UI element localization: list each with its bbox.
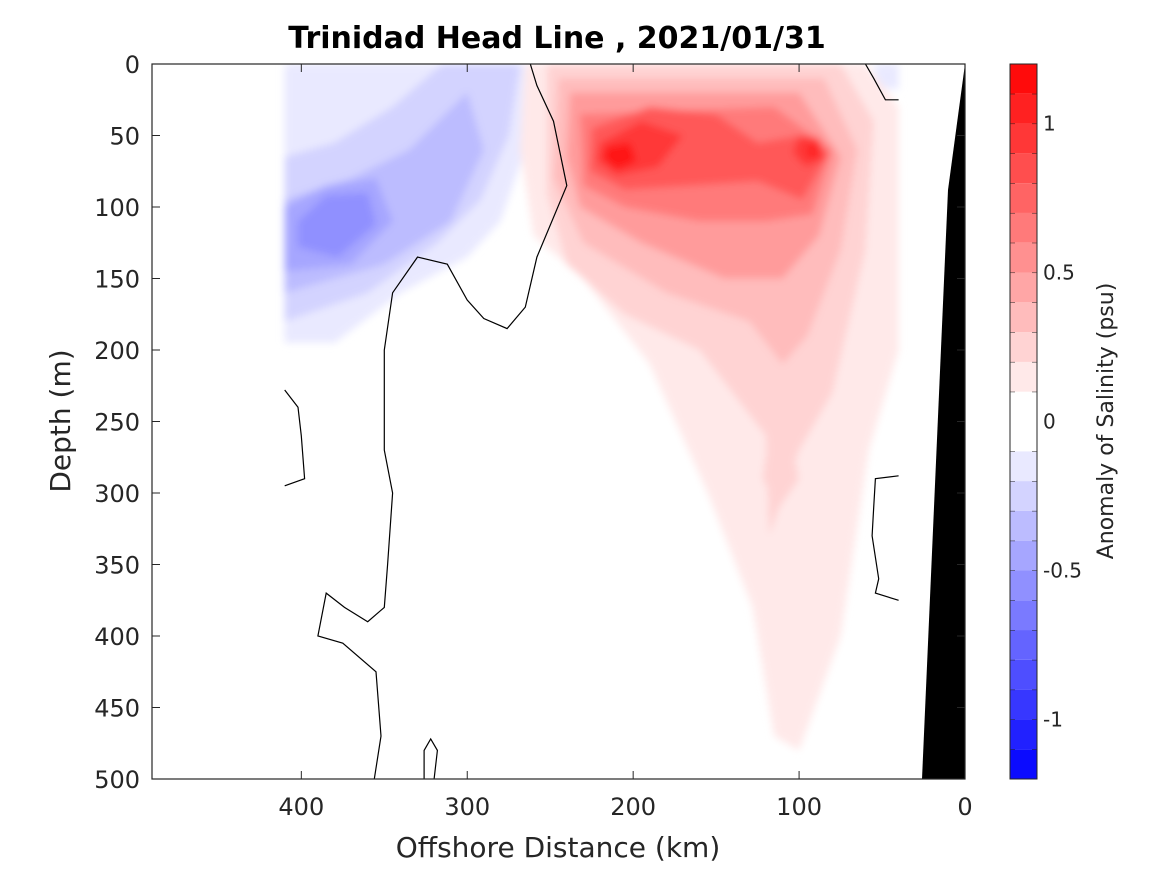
- y-tick-label: 450: [94, 695, 140, 723]
- x-tick-label: 200: [610, 793, 656, 821]
- y-tick-label: 400: [94, 623, 140, 651]
- colorbar-segment: [1010, 183, 1037, 213]
- zero-contour: [864, 64, 899, 101]
- colorbar-segment: [1010, 510, 1037, 541]
- anomaly-band: [298, 192, 376, 258]
- colorbar-segment: [1010, 272, 1037, 303]
- y-tick-label: 150: [94, 266, 140, 294]
- colorbar-tick-label: -0.5: [1043, 558, 1082, 582]
- x-tick-label: 0: [957, 793, 972, 821]
- colorbar-segment: [1010, 123, 1037, 154]
- colorbar-segment: [1010, 719, 1037, 750]
- y-axis: 0 50 100 150 200 250 300 350 400 450 500: [94, 51, 965, 794]
- y-tick-label: 350: [94, 552, 140, 580]
- anomaly-band: [762, 421, 800, 508]
- anomaly-band: [603, 142, 637, 170]
- zero-contour: [317, 64, 568, 779]
- colorbar-segment: [1010, 570, 1037, 601]
- colorbar-segment: [1010, 481, 1037, 511]
- x-tick-label: 400: [278, 793, 324, 821]
- colorbar-label: Anomaly of Salinity (psu): [1094, 283, 1119, 560]
- anomaly-band: [805, 142, 819, 159]
- y-tick-label: 200: [94, 337, 140, 365]
- colorbar-segment: [1010, 540, 1037, 571]
- colorbar-segment: [1010, 689, 1037, 720]
- zero-contour: [284, 389, 306, 487]
- colorbar-segment: [1010, 212, 1037, 243]
- colorbar-segment: [1010, 391, 1037, 452]
- y-tick-label: 0: [125, 51, 140, 79]
- bathymetry: [922, 64, 965, 779]
- x-axis: 400 300 200 100 0: [278, 64, 973, 821]
- colorbar-frame: [1009, 63, 1038, 780]
- chart-title: Trinidad Head Line , 2021/01/31: [288, 21, 825, 56]
- colorbar-segment: [1010, 600, 1037, 631]
- colorbar-segment: [1010, 361, 1037, 392]
- y-tick-label: 300: [94, 480, 140, 508]
- colorbar-segment: [1010, 749, 1037, 779]
- x-tick-label: 100: [776, 793, 822, 821]
- colorbar-segment: [1010, 630, 1037, 660]
- y-tick-label: 100: [94, 194, 140, 222]
- y-tick-label: 250: [94, 409, 140, 437]
- colorbar-tick-label: 0: [1043, 410, 1056, 434]
- x-tick-label: 300: [444, 793, 490, 821]
- colorbar-segment: [1010, 302, 1037, 333]
- y-tick-label: 500: [94, 766, 140, 794]
- colorbar-segment: [1010, 242, 1037, 273]
- zero-contour: [423, 737, 439, 779]
- y-axis-label: Depth (m): [44, 349, 77, 492]
- y-tick-label: 50: [109, 123, 140, 151]
- colorbar-tick-label: 0.5: [1043, 261, 1075, 285]
- field-layer: [284, 64, 965, 779]
- colorbar-tick-label: -1: [1043, 707, 1063, 731]
- colorbar-segment: [1010, 332, 1037, 362]
- colorbar-segment: [1010, 153, 1037, 184]
- zero-contour: [871, 475, 899, 601]
- colorbar-segment: [1010, 659, 1037, 690]
- colorbar-segment: [1010, 451, 1037, 482]
- x-axis-label: Offshore Distance (km): [396, 831, 721, 864]
- colorbar: 1 0.5 0 -0.5 -1: [1009, 63, 1082, 780]
- colorbar-segment: [1010, 93, 1037, 124]
- colorbar-tick-label: 1: [1043, 112, 1056, 136]
- colorbar-segment: [1010, 64, 1037, 94]
